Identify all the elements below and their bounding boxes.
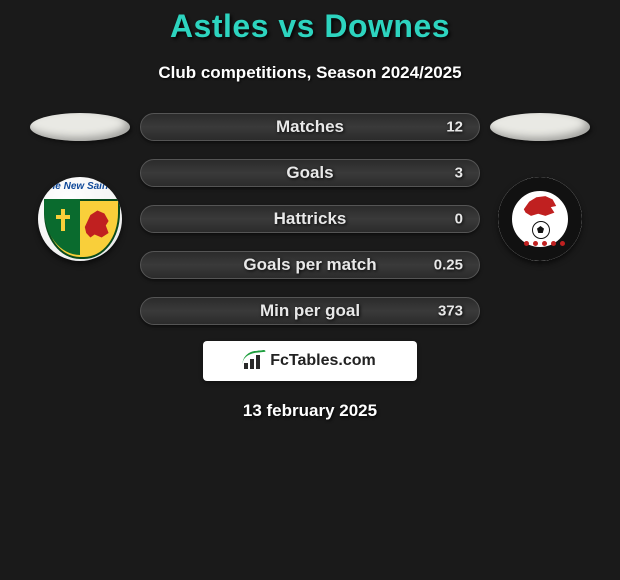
stat-value: 12	[446, 119, 463, 136]
right-club-badge	[498, 177, 582, 261]
stat-bar-goals: Goals 3	[140, 159, 480, 187]
stats-bars: Matches 12 Goals 3 Hattricks 0 Goals per…	[140, 113, 480, 325]
left-player-col: The New Saints	[20, 113, 140, 261]
stat-label: Hattricks	[141, 209, 479, 229]
page-title: Astles vs Downes	[170, 8, 450, 45]
stat-bar-min-per-goal: Min per goal 373	[140, 297, 480, 325]
stat-value: 0	[455, 211, 463, 228]
comparison-card: Astles vs Downes Club competitions, Seas…	[0, 0, 620, 421]
stat-value: 373	[438, 303, 463, 320]
left-player-oval	[30, 113, 130, 141]
stat-label: Goals	[141, 163, 479, 183]
stat-label: Matches	[141, 117, 479, 137]
main-row: The New Saints Matches 12 Goals 3 Hattri…	[0, 113, 620, 325]
subtitle: Club competitions, Season 2024/2025	[158, 63, 461, 83]
badge-arc-text: The New Saints	[38, 181, 122, 192]
right-player-oval	[490, 113, 590, 141]
bar-chart-icon	[244, 353, 264, 369]
stat-label: Min per goal	[141, 301, 479, 321]
left-club-badge: The New Saints	[38, 177, 122, 261]
stat-bar-hattricks: Hattricks 0	[140, 205, 480, 233]
stat-value: 0.25	[434, 257, 463, 274]
stat-bar-matches: Matches 12	[140, 113, 480, 141]
date-label: 13 february 2025	[243, 401, 377, 421]
stat-value: 3	[455, 165, 463, 182]
right-player-col	[480, 113, 600, 261]
bala-town-badge-icon	[498, 177, 582, 261]
fctables-label: FcTables.com	[270, 352, 376, 370]
new-saints-badge-icon: The New Saints	[38, 177, 122, 261]
fctables-watermark: FcTables.com	[203, 341, 417, 381]
stat-bar-goals-per-match: Goals per match 0.25	[140, 251, 480, 279]
stat-label: Goals per match	[141, 255, 479, 275]
